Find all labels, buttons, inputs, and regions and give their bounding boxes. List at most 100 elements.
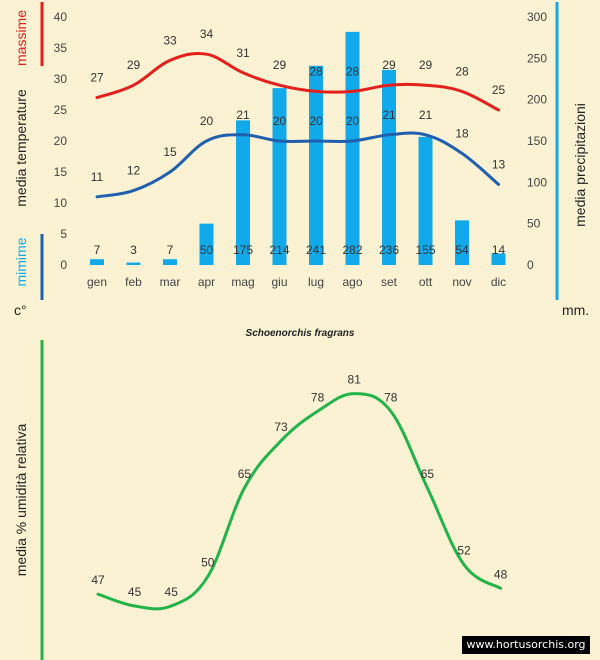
precip-value-label: 54 [455,243,469,257]
month-tick-label: dic [491,275,506,289]
right-tick-label: 150 [527,134,547,148]
month-tick-label: feb [125,275,142,289]
left-tick-label: 20 [54,134,68,148]
right-tick-label: 250 [527,51,547,65]
min-temp-label: 21 [236,108,250,122]
min-temp-line [95,131,500,199]
temp-unit: c° [14,302,27,318]
humidity-value-label: 65 [238,467,252,481]
month-tick-label: mag [231,275,254,289]
max-temp-label: 28 [455,64,469,78]
precip-bar [163,259,177,265]
month-tick-label: ago [342,275,362,289]
left-tick-label: 0 [60,258,67,272]
temp-lines [95,51,500,199]
min-temp-label: 12 [127,164,141,178]
precip-bar [236,120,250,265]
month-tick-label: ott [419,275,433,289]
precip-bar [309,65,323,265]
left-tick-label: 10 [54,196,68,210]
min-temp-label: 13 [492,157,506,171]
humidity-value-label: 78 [311,390,325,404]
humidity-value-label: 50 [201,556,215,570]
month-tick-label: nov [452,275,471,289]
max-temp-label: 31 [236,46,250,60]
precip-value-label: 241 [306,243,326,257]
month-tick-label: mar [160,275,181,289]
humidity-axis-title: media % umidità relativa [13,424,29,577]
precip-value-label: 175 [233,243,253,257]
right-tick-label: 300 [527,10,547,24]
precip-value-label: 155 [415,243,435,257]
month-tick-label: giu [271,275,287,289]
max-temp-label: 29 [273,58,287,72]
min-temp-label: 15 [163,145,177,159]
precip-value-label: 14 [492,243,506,257]
precip-bar [455,220,469,265]
min-temp-label: 20 [309,114,323,128]
precip-bars [90,31,506,266]
data-labels: 7 3 7 50 175 214 241 282 236 155 54 14 27 29 33 34 31 29 2… [90,27,505,257]
humidity-value-label: 47 [91,573,105,587]
left-tick-label: 5 [60,227,67,241]
left-tick-label: 40 [54,10,68,24]
chart-title: Schoenorchis fragrans [246,328,355,339]
humidity-line-group: 47 45 45 50 65 73 78 81 78 65 52 48 [91,373,508,611]
precip-bar [382,69,396,265]
precip-bar [272,88,287,266]
precip-value-label: 50 [200,243,214,257]
left-tick-label: 30 [54,72,68,86]
max-temp-line [95,51,500,112]
precip-bar [199,223,214,265]
precip-value-label: 3 [130,243,137,257]
precip-unit: mm. [562,302,589,318]
precip-bar [90,259,104,265]
min-temp-label: 20 [346,114,360,128]
min-temp-label: 18 [455,126,469,140]
min-label: mimime [13,237,29,286]
humidity-value-label: 65 [421,467,435,481]
precip-value-label: 282 [342,243,362,257]
max-temp-label: 29 [382,58,396,72]
humidity-value-label: 48 [494,567,508,581]
month-tick-label: lug [308,275,324,289]
right-tick-label: 0 [527,258,534,272]
right-tick-label: 100 [527,175,547,189]
humidity-value-label: 45 [128,585,142,599]
axis-ticks: 0 5 10 15 20 25 30 35 40 0 50 100 150 200 250 300 gen feb… [54,10,548,289]
right-tick-label: 50 [527,217,541,231]
min-temp-label: 21 [419,108,433,122]
max-label: massime [13,10,29,66]
left-tick-label: 15 [54,165,68,179]
max-temp-label: 27 [90,71,104,85]
max-temp-label: 33 [163,33,177,47]
month-tick-label: gen [87,275,107,289]
humidity-value-label: 73 [274,420,288,434]
precip-bar [126,262,141,265]
left-tick-label: 25 [54,103,68,117]
precip-bar [491,253,506,265]
left-tick-label: 35 [54,41,68,55]
max-temp-label: 25 [492,83,506,97]
precip-value-label: 214 [269,243,289,257]
humidity-value-label: 78 [384,390,398,404]
min-temp-label: 21 [382,108,396,122]
site-credit: www.hortusorchis.org [462,636,590,654]
humidity-value-label: 81 [348,373,362,387]
min-temp-label: 11 [91,170,104,184]
humidity-line [96,392,503,611]
precip-axis-title: media precipitazioni [572,103,588,227]
min-temp-label: 20 [200,114,214,128]
right-tick-label: 200 [527,93,547,107]
month-tick-label: set [381,275,398,289]
min-temp-label: 20 [273,114,287,128]
precip-value-label: 7 [167,243,174,257]
precip-bar [418,136,433,265]
max-temp-label: 28 [346,64,360,78]
max-temp-label: 28 [309,64,323,78]
humidity-value-label: 45 [165,585,179,599]
humidity-value-label: 52 [457,544,471,558]
precip-value-label: 236 [379,243,399,257]
